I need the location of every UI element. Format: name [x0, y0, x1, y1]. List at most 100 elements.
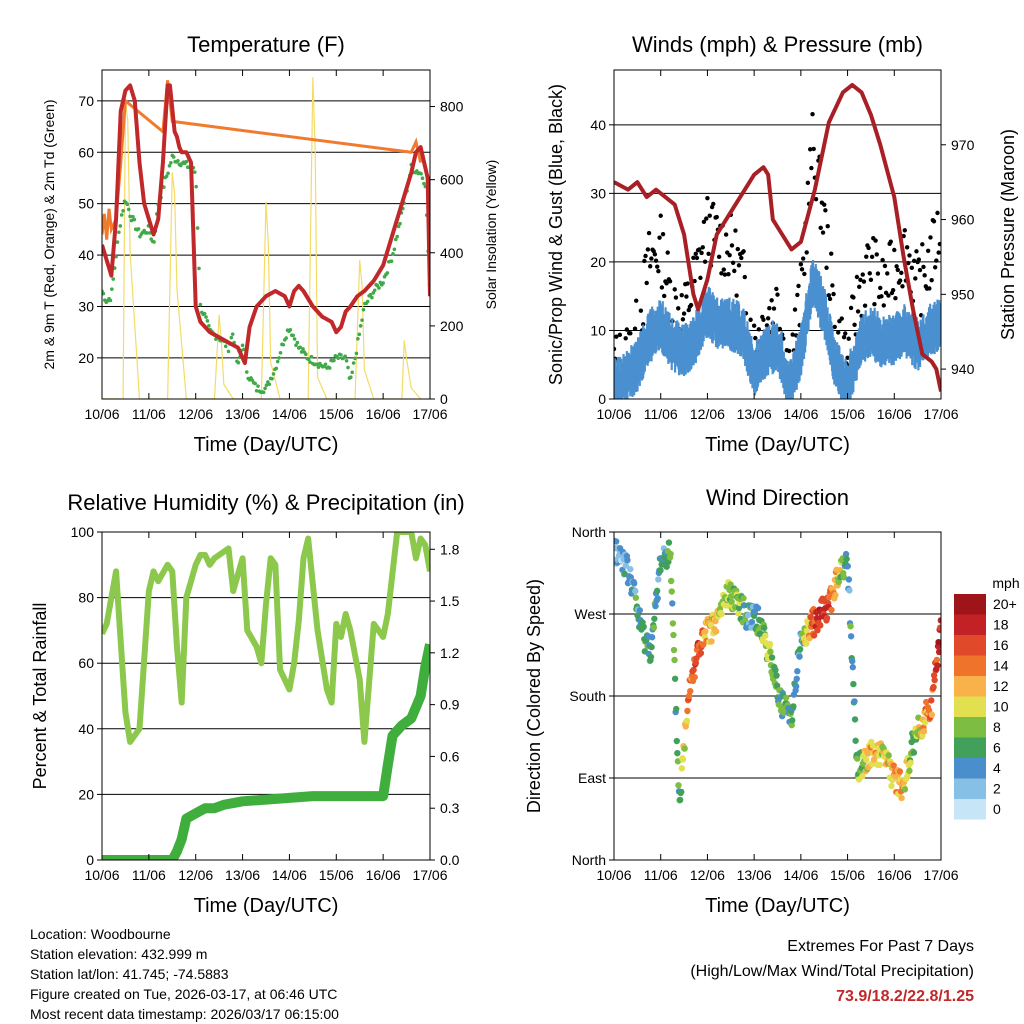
direction-point: [928, 711, 936, 718]
gust-point: [730, 260, 736, 266]
direction-point: [678, 788, 685, 796]
gust-point: [894, 264, 899, 269]
dewpoint-point: [271, 372, 276, 376]
gust-point: [764, 323, 770, 328]
legend-swatch: [954, 676, 986, 697]
gust-point: [767, 305, 772, 311]
direction-point: [744, 612, 752, 619]
direction-point: [678, 765, 686, 772]
dewpoint-point: [118, 224, 123, 228]
dewpoint-point: [288, 328, 293, 332]
gust-point: [846, 336, 851, 341]
y-tick-label: 20: [590, 254, 606, 270]
dewpoint-point: [171, 155, 176, 159]
dewpoint-point: [197, 266, 201, 271]
y-tick-label: 0: [86, 852, 94, 868]
gust-point: [805, 180, 811, 186]
gust-point: [734, 293, 739, 298]
dewpoint-point: [270, 377, 274, 381]
direction-chart: Wind Direction 10/06 11/06 12/06 13/06 14/06 1…: [524, 485, 1020, 917]
dewpoint-point: [353, 356, 357, 361]
direction-point: [740, 595, 747, 602]
y-tick-label: East: [578, 770, 606, 786]
direction-point: [684, 707, 691, 715]
humidity-data: [102, 532, 430, 860]
gust-point: [864, 254, 869, 259]
gust-point: [861, 279, 867, 284]
x-tick-label: 15/06: [830, 406, 865, 422]
y-tick-label: 30: [590, 185, 606, 201]
gust-point: [800, 256, 806, 261]
gust-point: [624, 327, 630, 332]
gust-point: [672, 287, 677, 292]
direction-point: [803, 640, 810, 647]
gust-point: [614, 346, 617, 352]
dewpoint-point: [136, 227, 141, 231]
pressure-line: [614, 82, 941, 392]
gust-point: [652, 252, 658, 257]
legend-label: 8: [993, 719, 1001, 735]
direction-point: [852, 737, 859, 744]
legend-label: 10: [993, 699, 1009, 715]
legend-swatch: [954, 737, 986, 758]
direction-point: [790, 703, 797, 710]
direction-point: [674, 749, 681, 757]
gust-point: [925, 248, 931, 253]
dewpoint-point: [125, 202, 130, 207]
gust-point: [667, 279, 673, 284]
gust-point: [733, 228, 738, 233]
y2-tick-label: 0.6: [440, 748, 460, 764]
legend-swatch: [954, 799, 986, 820]
gust-point: [899, 270, 904, 276]
direction-point: [754, 604, 762, 612]
dewpoint-point: [292, 337, 297, 341]
direction-point: [920, 728, 928, 735]
dewpoint-point: [336, 356, 340, 360]
direction-point: [828, 606, 835, 614]
latlon-text: Station lat/lon: 41.745; -74.5883: [30, 966, 229, 982]
gust-point: [824, 265, 829, 270]
legend-swatch: [954, 614, 986, 635]
y2-tick-label: 800: [440, 99, 464, 115]
direction-point: [817, 622, 824, 629]
direction-point: [772, 666, 779, 674]
dewpoint-point: [370, 295, 374, 300]
gust-point: [726, 271, 731, 277]
gust-point: [841, 334, 847, 340]
dewpoint-point: [111, 277, 116, 281]
direction-point: [885, 752, 892, 759]
dewpoint-point: [202, 311, 207, 316]
direction-point: [632, 587, 639, 595]
direction-point: [675, 782, 682, 789]
gust-point: [829, 251, 834, 256]
gust-point: [831, 291, 836, 297]
x-tick-label: 14/06: [783, 406, 818, 422]
dewpoint-point: [393, 237, 398, 242]
dewpoint-point: [327, 366, 332, 370]
gust-point: [680, 317, 686, 322]
direction-point: [687, 687, 694, 695]
y2-tick-label: 1.2: [440, 645, 460, 661]
temperature-frame: [101, 69, 431, 400]
y-tick-label: 10: [590, 322, 606, 338]
gust-point: [860, 272, 865, 277]
direction-point: [640, 623, 647, 630]
winds-title: Winds (mph) & Pressure (mb): [632, 32, 923, 57]
gust-point: [643, 253, 648, 259]
y2-tick-label: 200: [440, 318, 464, 334]
x-tick-label: 16/06: [877, 867, 912, 883]
gust-point: [765, 316, 771, 321]
x-tick-label: 11/06: [132, 867, 166, 883]
y-tick-label: 60: [78, 655, 94, 671]
elevation-text: Station elevation: 432.999 m: [30, 946, 208, 962]
gust-point: [617, 332, 623, 338]
direction-point: [934, 662, 941, 669]
dewpoint-point: [121, 209, 125, 213]
direction-point: [931, 676, 938, 684]
gust-point: [892, 247, 897, 253]
gust-point: [931, 219, 937, 224]
gust-point: [742, 274, 747, 280]
gust-point: [704, 216, 709, 221]
y-tick-label: 0: [598, 391, 606, 407]
direction-point: [683, 717, 691, 724]
